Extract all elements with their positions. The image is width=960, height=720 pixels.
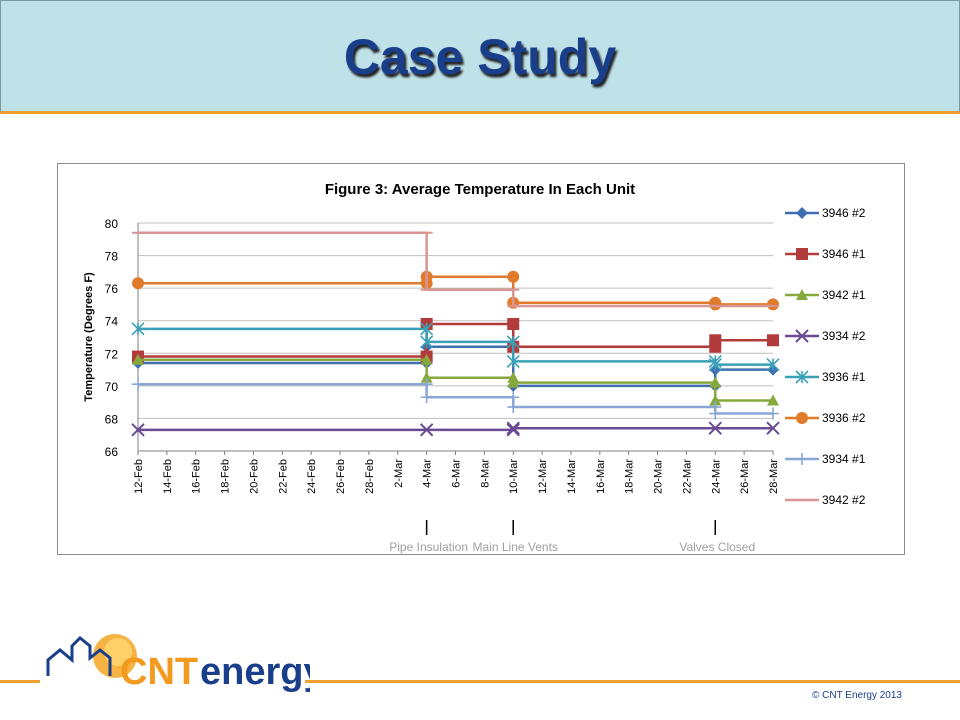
x-tick-label: 16-Mar [595, 459, 607, 494]
x-tick-label: 22-Mar [681, 459, 693, 494]
x-tick-label: 4-Mar [422, 459, 434, 488]
y-tick-label: 70 [105, 380, 119, 394]
legend-label: 3946 #1 [822, 247, 866, 261]
data-point [709, 407, 722, 420]
data-point [420, 335, 434, 349]
data-point [708, 358, 722, 372]
temperature-chart: Figure 3: Average Temperature In Each Un… [83, 181, 866, 554]
annotation-label: Valves Closed [679, 540, 755, 554]
data-point [507, 376, 520, 388]
x-tick-label: 6-Mar [451, 459, 463, 488]
slide-header [0, 0, 960, 114]
y-tick-label: 72 [105, 347, 119, 361]
y-tick-label: 76 [105, 282, 119, 296]
legend-label: 3946 #2 [822, 206, 866, 220]
data-point [767, 334, 779, 347]
x-tick-label: 12-Mar [537, 459, 549, 494]
x-tick-label: 8-Mar [479, 459, 491, 488]
series-line [138, 345, 773, 388]
data-point [709, 376, 722, 388]
series-line [138, 382, 773, 415]
svg-text:energy: energy [200, 651, 310, 693]
data-point [796, 207, 808, 219]
x-tick-label: 18-Feb [220, 459, 232, 494]
data-point [420, 353, 433, 365]
y-tick-label: 78 [105, 250, 119, 264]
x-tick-label: 28-Mar [768, 459, 780, 494]
data-point [420, 378, 433, 391]
x-tick-label: 26-Feb [335, 459, 347, 494]
footer-rule-right [305, 680, 960, 683]
x-tick-label: 28-Feb [364, 459, 376, 494]
data-point [766, 358, 780, 372]
chart-frame: Figure 3: Average Temperature In Each Un… [57, 163, 905, 555]
series-line [138, 358, 773, 402]
x-tick-label: 2-Mar [393, 459, 405, 488]
data-point [796, 289, 808, 300]
data-point [132, 353, 144, 365]
data-point [506, 335, 520, 349]
data-point [132, 378, 144, 391]
data-point [420, 371, 433, 383]
data-point [507, 401, 520, 414]
data-point [131, 423, 145, 437]
x-tick-label: 16-Feb [191, 459, 203, 494]
data-point [506, 354, 520, 368]
slide-title: Case Study [343, 29, 617, 85]
y-tick-label: 80 [105, 217, 119, 231]
data-point [709, 394, 722, 406]
data-point [767, 298, 779, 311]
x-tick-label: 14-Mar [566, 459, 578, 494]
data-point [709, 298, 722, 311]
x-tick-label: 10-Mar [508, 459, 520, 494]
data-point [795, 370, 809, 384]
data-point [506, 421, 520, 435]
data-point [420, 391, 433, 404]
annotation-label: Main Line Vents [473, 540, 558, 554]
data-point [709, 334, 722, 347]
legend-label: 3942 #2 [822, 493, 866, 507]
x-tick-label: 20-Feb [248, 459, 260, 494]
data-point [131, 322, 145, 336]
data-point [507, 317, 520, 330]
data-point [767, 407, 779, 420]
svg-text:CNT: CNT [120, 651, 198, 693]
data-point [796, 248, 808, 260]
data-point [767, 394, 779, 406]
legend-label: 3936 #2 [822, 411, 866, 425]
x-tick-label: 24-Mar [710, 459, 722, 494]
x-tick-label: 20-Mar [653, 459, 665, 494]
data-point [132, 277, 144, 290]
data-point [419, 423, 434, 437]
x-tick-label: 18-Mar [624, 459, 636, 494]
y-tick-label: 66 [105, 445, 119, 459]
series-line [138, 426, 773, 432]
legend-label: 3934 #2 [822, 329, 866, 343]
series-line [138, 231, 773, 308]
data-point [506, 423, 520, 437]
x-tick-label: 24-Feb [306, 459, 318, 494]
annotation-label: Pipe Insulation [389, 540, 468, 554]
y-tick-label: 68 [105, 412, 119, 426]
y-axis-label: Temperature (Degrees F) [83, 272, 95, 402]
data-point [507, 270, 520, 283]
footer-rule-left [0, 680, 40, 683]
x-tick-label: 12-Feb [133, 459, 145, 494]
data-point [796, 412, 808, 424]
data-point [708, 421, 722, 435]
x-tick-label: 22-Feb [277, 459, 289, 494]
cnt-energy-logo: CNT energy [46, 634, 310, 693]
data-point [420, 322, 434, 336]
copyright-text: © CNT Energy 2013 [811, 690, 902, 701]
x-tick-label: 26-Mar [739, 459, 751, 494]
legend-label: 3934 #1 [822, 452, 866, 466]
data-point [795, 329, 809, 343]
chart-title: Figure 3: Average Temperature In Each Un… [325, 181, 635, 198]
data-point [796, 453, 808, 465]
data-point [766, 421, 780, 435]
legend-label: 3942 #1 [822, 288, 866, 302]
x-tick-label: 14-Feb [162, 459, 174, 494]
y-tick-label: 74 [105, 315, 119, 329]
legend-label: 3936 #1 [822, 370, 866, 384]
